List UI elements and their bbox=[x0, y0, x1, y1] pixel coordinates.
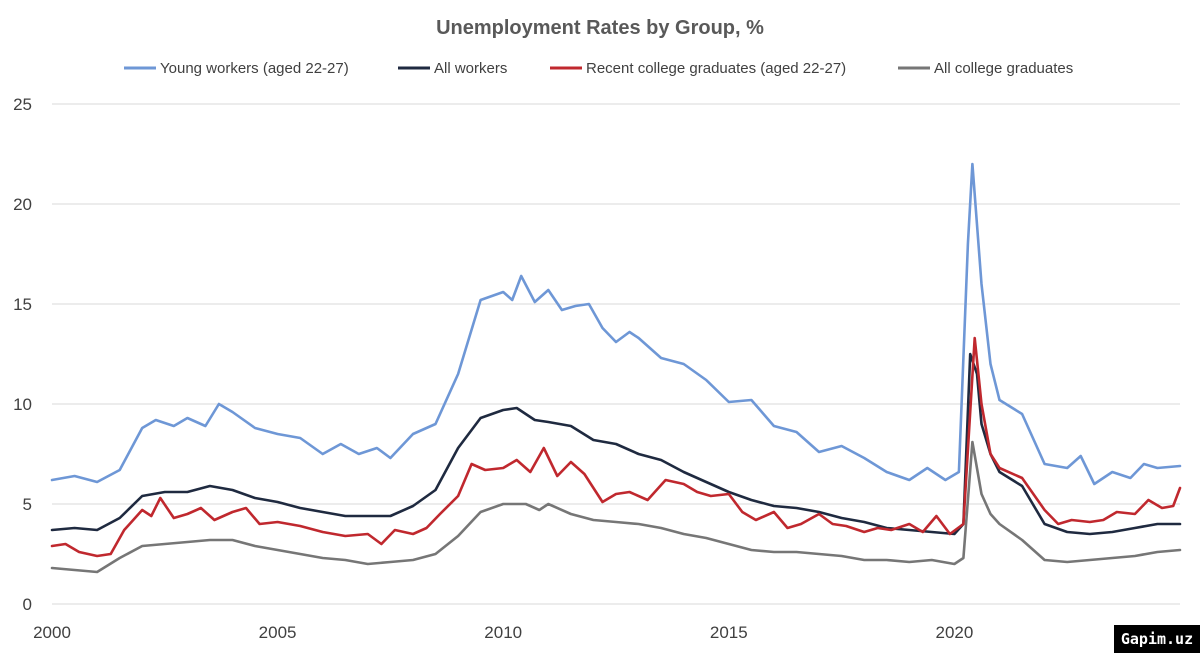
y-tick-label: 10 bbox=[13, 395, 32, 414]
series-line-3 bbox=[50, 336, 1182, 558]
y-axis: 0 5 10 15 20 25 bbox=[13, 95, 32, 614]
chart-title: Unemployment Rates by Group, % bbox=[436, 17, 764, 39]
y-tick-label: 15 bbox=[13, 295, 32, 314]
y-tick-label: 0 bbox=[23, 595, 32, 614]
chart-gridlines bbox=[52, 103, 1180, 605]
y-tick-label: 25 bbox=[13, 95, 32, 114]
legend-label: All college graduates bbox=[934, 60, 1073, 77]
series-line-4 bbox=[50, 440, 1182, 574]
series-line-1 bbox=[50, 162, 1182, 486]
x-tick-label: 2015 bbox=[710, 623, 748, 642]
y-tick-label: 5 bbox=[23, 495, 32, 514]
y-tick-label: 20 bbox=[13, 195, 32, 214]
x-tick-label: 2020 bbox=[935, 623, 973, 642]
x-tick-label: 2000 bbox=[33, 623, 71, 642]
legend-label: Young workers (aged 22-27) bbox=[160, 60, 349, 77]
watermark-badge: Gapim.uz bbox=[1114, 625, 1200, 653]
chart-legend: Young workers (aged 22-27) All workers Rec… bbox=[124, 60, 1073, 77]
chart-series bbox=[50, 162, 1182, 574]
x-tick-label: 2010 bbox=[484, 623, 522, 642]
series-line-2 bbox=[50, 352, 1182, 536]
x-axis: 2000 2005 2010 2015 2020 bbox=[33, 623, 973, 642]
x-tick-label: 2005 bbox=[259, 623, 297, 642]
legend-label: Recent college graduates (aged 22-27) bbox=[586, 60, 846, 77]
legend-label: All workers bbox=[434, 60, 507, 77]
